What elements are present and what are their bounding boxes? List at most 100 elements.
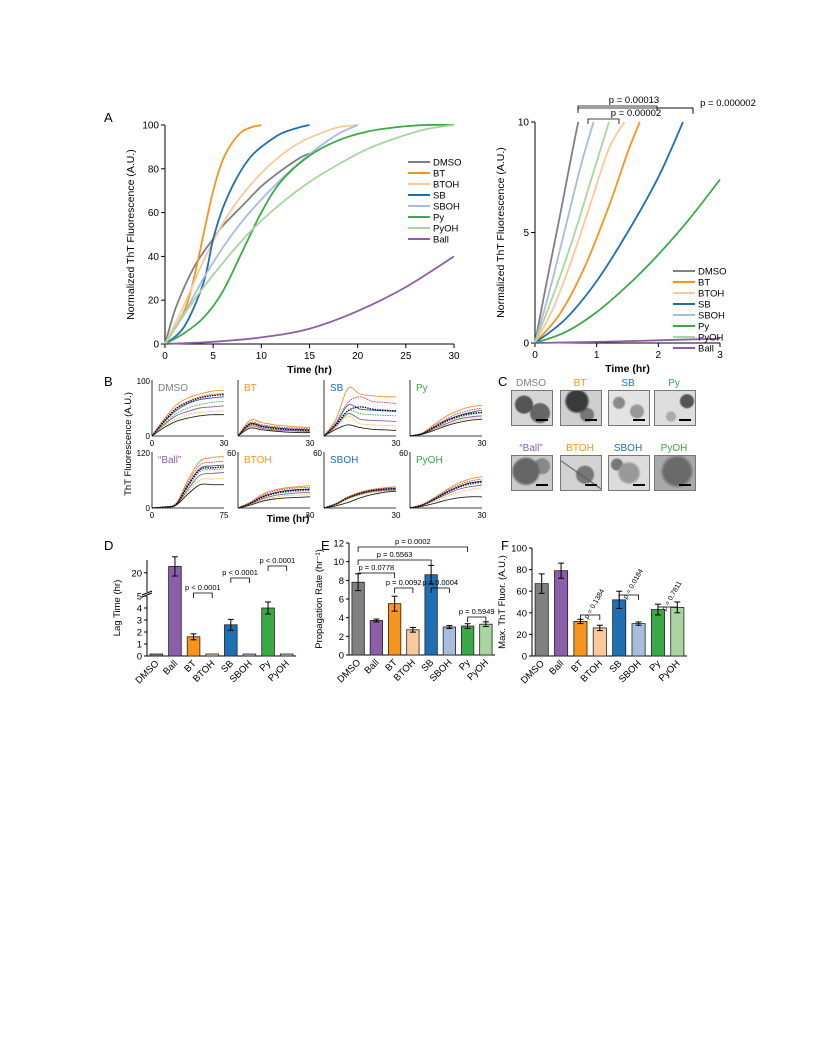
b-replicate-line bbox=[409, 418, 483, 437]
y-tick-label: 2 bbox=[339, 632, 344, 643]
b-replicate-line bbox=[409, 484, 483, 509]
y-axis-label: Normalized ThT Fluorescence (A.U.) bbox=[495, 147, 507, 318]
scale-bar bbox=[536, 484, 548, 486]
e-p-btoh-label: p = 0.0092 bbox=[386, 578, 422, 587]
b-replicate-line bbox=[151, 414, 225, 437]
d-p-bt-bracket bbox=[193, 592, 213, 598]
b-replicate-line bbox=[237, 485, 311, 509]
bar-ball bbox=[554, 570, 569, 657]
b-replicate-line bbox=[237, 419, 311, 437]
b-replicate-line bbox=[409, 404, 483, 437]
y-tick-label: 0 bbox=[522, 652, 527, 663]
axis-break-mark bbox=[141, 590, 153, 596]
y-tick-label: 60 bbox=[516, 587, 527, 598]
series-line-sb bbox=[164, 124, 310, 345]
y-tick-label: 40 bbox=[148, 252, 160, 263]
y-tick-label: 60 bbox=[148, 208, 160, 219]
b-xtick-max: 30 bbox=[220, 439, 229, 448]
f-p-bt-bracket bbox=[580, 614, 601, 620]
b-panel-title: PyOH bbox=[416, 455, 443, 466]
b-replicate-line bbox=[151, 410, 225, 437]
x-tick-label: 30 bbox=[448, 351, 460, 362]
micrograph-image-4 bbox=[511, 455, 553, 491]
b-ytick-max: 120 bbox=[137, 449, 151, 458]
b-replicate-line bbox=[237, 423, 311, 437]
scale-bar bbox=[679, 419, 691, 421]
x-tick-label-pyoh: PyOH bbox=[465, 657, 491, 683]
b-panel-title: SB bbox=[330, 383, 344, 394]
p-a2-label: p = 0.000002 bbox=[700, 98, 756, 109]
x-tick-label: 10 bbox=[256, 351, 268, 362]
x-tick-label: 0 bbox=[532, 350, 538, 361]
b-ytick-max: 60 bbox=[399, 449, 408, 458]
b-replicate-line bbox=[151, 392, 225, 437]
d-p-py-bracket bbox=[267, 565, 288, 571]
panel-letter-e: E bbox=[321, 538, 330, 553]
legend-label-sb: SB bbox=[698, 300, 711, 311]
scale-bar bbox=[585, 419, 597, 421]
series-line-py bbox=[534, 178, 721, 344]
b-panel-title: DMSO bbox=[158, 383, 188, 394]
legend-label-btoh: BTOH bbox=[698, 289, 724, 300]
d-p-bt-label: p < 0.0001 bbox=[185, 583, 221, 592]
b-replicate-line bbox=[237, 425, 311, 437]
d-p-sb-bracket bbox=[230, 577, 250, 583]
y-tick-label: 3 bbox=[137, 616, 142, 627]
micrograph-label-3: Py bbox=[668, 378, 680, 389]
bar-btoh bbox=[205, 653, 219, 657]
x-tick-label-btoh: BTOH bbox=[191, 658, 217, 684]
e-p-sb-label: p = 0.5563 bbox=[377, 550, 413, 559]
b-replicate-line bbox=[151, 468, 225, 509]
y-tick-label: 1 bbox=[137, 640, 142, 651]
y-tick-label: 100 bbox=[142, 121, 159, 132]
y-tick-label: 5 bbox=[137, 592, 142, 603]
b-replicate-line bbox=[323, 490, 397, 509]
e-p-py-bracket bbox=[357, 546, 469, 552]
b-ytick-max: 60 bbox=[227, 449, 236, 458]
panel-letter-f: F bbox=[501, 538, 509, 553]
b-replicate-line bbox=[323, 488, 397, 509]
bar-btoh bbox=[592, 627, 607, 657]
x-tick-label-pyoh: PyOH bbox=[266, 658, 292, 684]
x-tick-label: 25 bbox=[400, 351, 412, 362]
bar-py bbox=[650, 609, 665, 657]
b-replicate-line bbox=[323, 404, 397, 437]
scale-bar bbox=[536, 419, 548, 421]
panel-letter-c: C bbox=[498, 374, 507, 389]
y-tick-label: 80 bbox=[516, 565, 527, 576]
b-replicate-line bbox=[409, 417, 483, 437]
f-p-sb-bracket bbox=[618, 594, 639, 600]
e-p-sboh-label: p = 0.0004 bbox=[422, 578, 458, 587]
micrograph-image-7 bbox=[654, 455, 696, 491]
panel-letter-d: D bbox=[104, 538, 113, 553]
series-line-bt bbox=[534, 121, 641, 344]
b-xtick-max: 30 bbox=[306, 511, 315, 520]
x-tick-label-dmso: DMSO bbox=[335, 657, 363, 685]
b-replicate-line bbox=[151, 396, 225, 437]
bar-pyoh bbox=[279, 653, 294, 657]
legend-label-btoh: BTOH bbox=[433, 180, 459, 191]
y-tick-label: 5 bbox=[523, 228, 529, 239]
x-tick-label-ball: Ball bbox=[161, 658, 180, 677]
p-a3-label: p = 0.00002 bbox=[611, 108, 661, 119]
b-xtick-max: 30 bbox=[478, 439, 487, 448]
x-tick-label: 5 bbox=[210, 351, 216, 362]
bar-pyoh bbox=[479, 623, 493, 656]
b-y-axis-label: ThT Fluorescence (A.U.) bbox=[123, 392, 134, 496]
y-tick-label: 10 bbox=[333, 557, 344, 568]
b-panel-title: BT bbox=[244, 383, 257, 394]
axis-break-gap bbox=[143, 592, 151, 596]
series-line-pyoh bbox=[164, 124, 455, 345]
b-replicate-line bbox=[151, 472, 225, 509]
f-p-py-bracket bbox=[657, 606, 678, 612]
series-line-ball bbox=[534, 337, 721, 344]
scale-bar bbox=[633, 484, 645, 486]
b-replicate-line bbox=[151, 483, 224, 509]
e-p-sboh-bracket bbox=[430, 587, 450, 593]
bar-py bbox=[461, 625, 475, 656]
b-xtick-zero: 0 bbox=[150, 439, 155, 448]
micrograph-label-5: BTOH bbox=[566, 443, 594, 454]
bar-ball bbox=[369, 620, 383, 656]
